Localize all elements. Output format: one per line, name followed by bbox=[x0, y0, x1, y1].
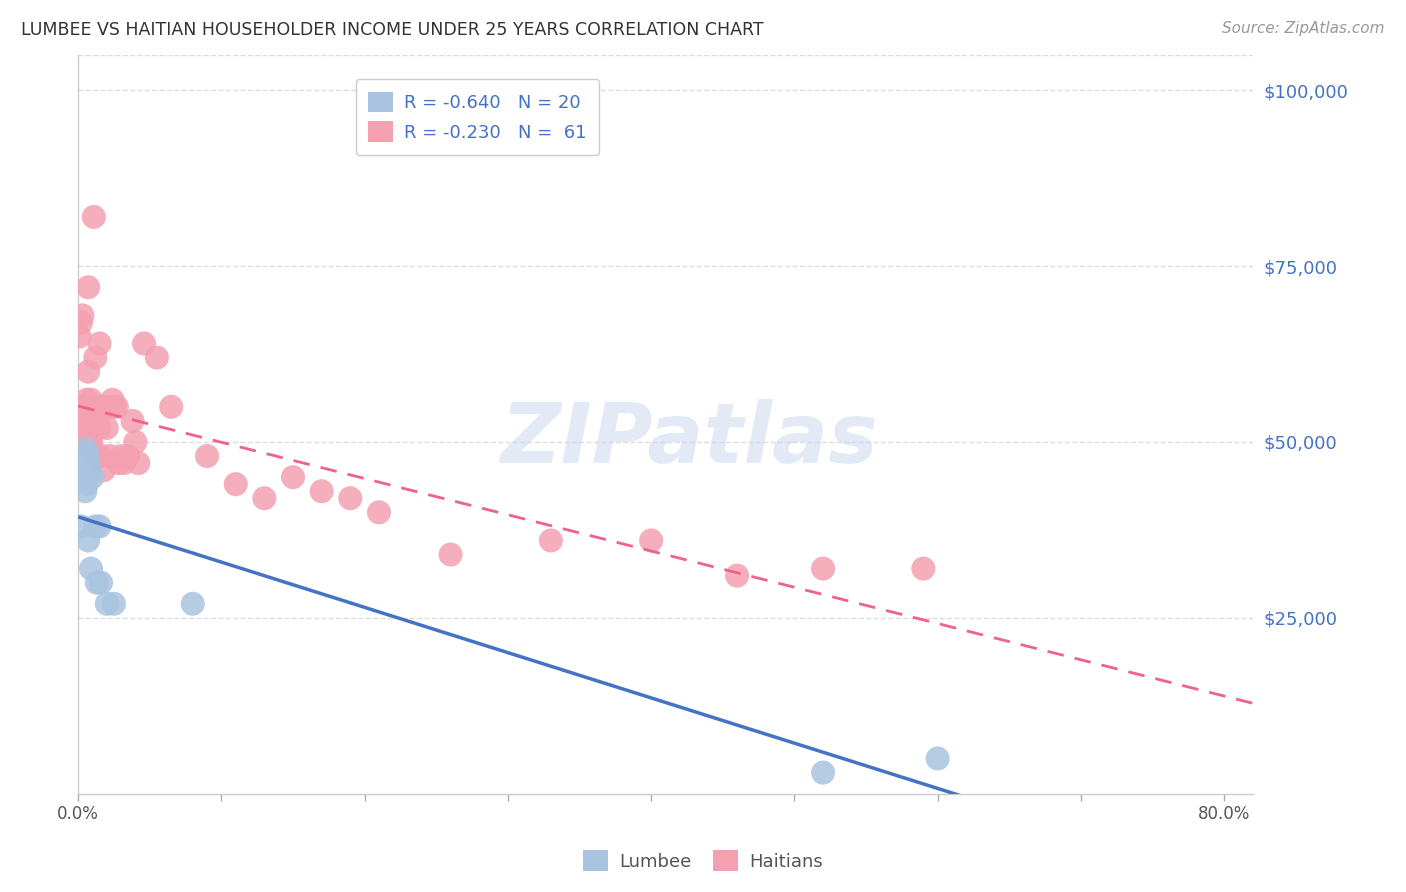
Point bbox=[72, 309, 94, 323]
Point bbox=[75, 435, 97, 450]
Point bbox=[72, 421, 94, 435]
Point bbox=[73, 400, 96, 414]
Legend: R = -0.640   N = 20, R = -0.230   N =  61: R = -0.640 N = 20, R = -0.230 N = 61 bbox=[356, 78, 599, 155]
Point bbox=[912, 561, 935, 575]
Point bbox=[117, 449, 139, 463]
Point bbox=[83, 210, 105, 224]
Point bbox=[86, 400, 108, 414]
Text: ZIPatlas: ZIPatlas bbox=[501, 399, 877, 480]
Point bbox=[103, 400, 125, 414]
Point bbox=[90, 449, 112, 463]
Point bbox=[72, 400, 94, 414]
Point bbox=[91, 400, 114, 414]
Point bbox=[86, 575, 108, 590]
Point bbox=[132, 336, 155, 351]
Point bbox=[195, 449, 218, 463]
Legend: Lumbee, Haitians: Lumbee, Haitians bbox=[576, 843, 830, 879]
Point bbox=[127, 456, 149, 470]
Point bbox=[87, 449, 110, 463]
Point bbox=[75, 484, 97, 499]
Point bbox=[70, 519, 93, 533]
Point bbox=[311, 484, 333, 499]
Point bbox=[725, 568, 748, 582]
Point bbox=[110, 449, 132, 463]
Point bbox=[94, 400, 117, 414]
Point bbox=[79, 421, 101, 435]
Point bbox=[73, 435, 96, 450]
Point bbox=[80, 561, 103, 575]
Point bbox=[73, 414, 96, 428]
Point bbox=[82, 470, 104, 484]
Point bbox=[107, 456, 129, 470]
Point bbox=[89, 519, 111, 533]
Point bbox=[82, 421, 104, 435]
Point bbox=[160, 400, 183, 414]
Point bbox=[75, 407, 97, 421]
Point bbox=[96, 421, 118, 435]
Point bbox=[640, 533, 662, 548]
Point bbox=[76, 407, 98, 421]
Point bbox=[121, 414, 143, 428]
Point bbox=[439, 548, 461, 562]
Point bbox=[76, 456, 98, 470]
Text: LUMBEE VS HAITIAN HOUSEHOLDER INCOME UNDER 25 YEARS CORRELATION CHART: LUMBEE VS HAITIAN HOUSEHOLDER INCOME UND… bbox=[21, 21, 763, 38]
Point bbox=[811, 765, 834, 780]
Point bbox=[112, 456, 135, 470]
Point bbox=[103, 597, 125, 611]
Point bbox=[84, 519, 107, 533]
Point bbox=[540, 533, 562, 548]
Point bbox=[69, 329, 91, 343]
Point bbox=[73, 463, 96, 477]
Point bbox=[89, 421, 111, 435]
Point bbox=[105, 400, 128, 414]
Point bbox=[89, 336, 111, 351]
Point bbox=[96, 597, 118, 611]
Point bbox=[82, 442, 104, 456]
Point bbox=[79, 435, 101, 450]
Point bbox=[70, 315, 93, 329]
Point bbox=[98, 449, 121, 463]
Point bbox=[79, 463, 101, 477]
Point bbox=[281, 470, 304, 484]
Text: Source: ZipAtlas.com: Source: ZipAtlas.com bbox=[1222, 21, 1385, 36]
Point bbox=[368, 505, 391, 519]
Point bbox=[339, 491, 361, 506]
Point bbox=[77, 365, 100, 379]
Point bbox=[225, 477, 247, 491]
Point bbox=[77, 280, 100, 294]
Point bbox=[75, 421, 97, 435]
Point bbox=[93, 463, 115, 477]
Point bbox=[76, 477, 98, 491]
Point bbox=[77, 533, 100, 548]
Point bbox=[181, 597, 204, 611]
Point bbox=[101, 392, 124, 407]
Point bbox=[75, 442, 97, 456]
Point bbox=[124, 435, 146, 450]
Point bbox=[76, 392, 98, 407]
Point bbox=[80, 392, 103, 407]
Point bbox=[70, 400, 93, 414]
Point bbox=[811, 561, 834, 575]
Point bbox=[146, 351, 169, 365]
Point bbox=[77, 449, 100, 463]
Point bbox=[253, 491, 276, 506]
Point bbox=[80, 435, 103, 450]
Point bbox=[927, 751, 949, 765]
Point bbox=[90, 575, 112, 590]
Point bbox=[84, 351, 107, 365]
Point bbox=[86, 449, 108, 463]
